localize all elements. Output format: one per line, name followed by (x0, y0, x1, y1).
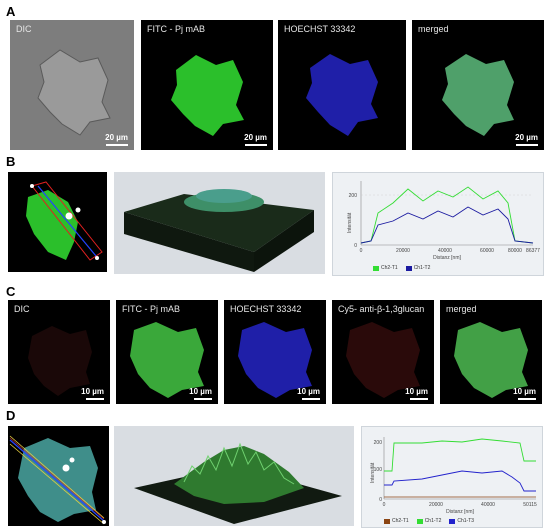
fitc-image-c: FITC - Pj mAB 10 µm (116, 300, 218, 404)
dic-image-a: DIC 20 µm (10, 20, 134, 150)
legend-swatch (416, 518, 423, 524)
merged-cell-shape (442, 54, 514, 136)
merged-image-a: merged 20 µm (412, 20, 544, 150)
legend-item: Ch1-T3 (449, 518, 474, 524)
scale-bar-text: 10 µm (297, 387, 320, 396)
merged-roi-image-d (8, 426, 109, 526)
x-tick-label: 20000 (396, 248, 410, 254)
x-tick-label: 50115 (523, 502, 537, 508)
legend-label: Ch2-T1 (392, 518, 409, 524)
surface-plot-b (114, 172, 325, 274)
tile-label: Cy5- anti-β-1,3glucan (338, 304, 425, 314)
panel-letter-d: D (6, 408, 16, 423)
scale-bar (302, 398, 320, 400)
y-tick-label: 0 (354, 243, 357, 249)
scale-bar (410, 398, 428, 400)
intensity-chart-d: Intensität 0 100 200 0 20000 40000 50115… (361, 426, 543, 528)
legend-label: Ch1-T2 (424, 518, 442, 524)
tile-label: merged (446, 304, 477, 314)
hoechst-cell-shape (238, 322, 312, 398)
legend-label: Ch2-T1 (381, 265, 398, 271)
x-axis-label: Distanz [nm] (446, 509, 474, 515)
scale-bar-text: 20 µm (105, 133, 128, 142)
legend-item: Ch1-T2 (405, 265, 431, 271)
legend-swatch (405, 265, 412, 271)
x-tick-label: 40000 (438, 248, 452, 254)
panel-letter-a: A (6, 4, 16, 19)
scale-bar-text: 10 µm (513, 387, 536, 396)
fitc-cell-shape (130, 322, 204, 398)
scale-bar (86, 398, 104, 400)
fitc-roi-image-b (8, 172, 107, 272)
dic-cell-shape (37, 49, 111, 136)
tile-label: DIC (14, 304, 30, 314)
y-tick-label: 200 (349, 193, 358, 199)
panel-letter-b: B (6, 154, 16, 169)
y-tick-label: 100 (374, 467, 383, 473)
legend-item: Ch1-T2 (416, 518, 442, 524)
dic-cell-shape (28, 326, 92, 396)
tile-label: FITC - Pj mAB (147, 24, 205, 34)
fitc-image-a: FITC - Pj mAB 20 µm (141, 20, 273, 150)
surface-plot-render (134, 442, 342, 524)
scale-bar (194, 398, 212, 400)
scale-bar-text: 10 µm (405, 387, 428, 396)
merged-image-c: merged 10 µm (440, 300, 542, 404)
intensity-chart-svg: Intensität 0 200 0 20000 40000 60000 800… (347, 181, 540, 261)
x-tick-label: 80000 (508, 248, 522, 254)
x-tick-label: 86377 (526, 248, 540, 254)
surface-plot-d (114, 426, 354, 526)
hoechst-image-a: HOECHST 33342 (278, 20, 406, 150)
x-tick-label: 20000 (429, 502, 443, 508)
x-tick-label: 40000 (481, 502, 495, 508)
scale-bar (516, 144, 538, 146)
scale-bar (106, 144, 128, 146)
y-axis-label: Intensität (347, 212, 353, 233)
tile-label: HOECHST 33342 (230, 304, 302, 314)
fitc-cell-shape (171, 55, 244, 136)
scale-bar (245, 144, 267, 146)
legend-item: Ch2-T1 (384, 518, 409, 524)
chart-legend: Ch2-T1 Ch1-T2 Ch1-T3 (384, 518, 474, 524)
legend-swatch (384, 518, 390, 524)
merged-cell-shape (454, 322, 528, 398)
legend-item: Ch2-T1 (373, 265, 398, 271)
y-tick-label: 200 (374, 440, 383, 446)
x-tick-label: 0 (383, 502, 386, 508)
hoechst-image-c: HOECHST 33342 10 µm (224, 300, 326, 404)
scale-bar (518, 398, 536, 400)
intensity-chart-svg: Intensität 0 100 200 0 20000 40000 50115… (370, 437, 537, 515)
legend-swatch (449, 518, 456, 524)
scale-bar-text: 10 µm (81, 387, 104, 396)
intensity-chart-b: Intensität 0 200 0 20000 40000 60000 800… (332, 172, 544, 276)
cy5-image-c: Cy5- anti-β-1,3glucan 10 µm (332, 300, 434, 404)
legend-swatch (373, 265, 379, 271)
roi-overlay (9, 435, 106, 525)
dic-image-c: DIC 10 µm (8, 300, 110, 404)
panel-letter-c: C (6, 284, 16, 299)
tile-label: FITC - Pj mAB (122, 304, 180, 314)
x-axis-label: Distanz [nm] (433, 255, 461, 261)
tile-label: DIC (16, 24, 32, 34)
tile-label: HOECHST 33342 (284, 24, 356, 34)
scale-bar-text: 20 µm (515, 133, 538, 142)
hoechst-cell-shape (306, 54, 378, 136)
x-tick-label: 0 (360, 248, 363, 254)
y-tick-label: 0 (379, 497, 382, 503)
legend-label: Ch1-T3 (457, 518, 475, 524)
x-tick-label: 60000 (480, 248, 494, 254)
scale-bar-text: 10 µm (189, 387, 212, 396)
surface-plot-render (124, 189, 314, 272)
legend-label: Ch1-T2 (413, 265, 431, 271)
y-axis-label: Intensität (370, 462, 376, 483)
cy5-cell-shape (346, 322, 420, 398)
scale-bar-text: 20 µm (244, 133, 267, 142)
chart-legend: Ch2-T1 Ch1-T2 (373, 265, 430, 271)
roi-overlay (26, 181, 103, 261)
tile-label: merged (418, 24, 449, 34)
